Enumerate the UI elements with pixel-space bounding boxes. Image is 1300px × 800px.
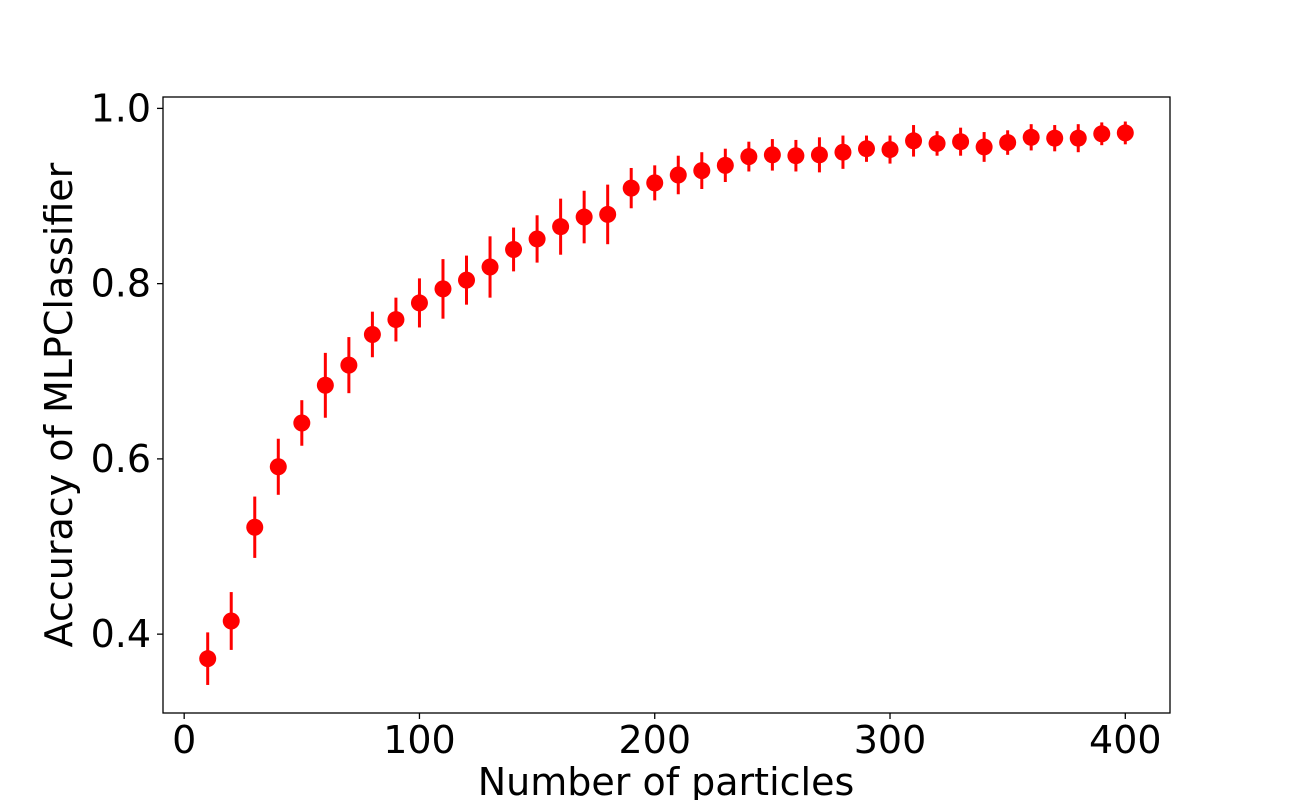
data-point [952, 133, 970, 151]
axes-frame [162, 96, 1171, 714]
data-point [693, 162, 711, 180]
x-tick-label: 200 [618, 718, 691, 762]
x-tick-label: 100 [383, 718, 456, 762]
data-point [787, 147, 805, 165]
data-point [928, 134, 946, 152]
x-tick-label: 300 [854, 718, 927, 762]
data-point [1046, 129, 1064, 147]
data-point [999, 134, 1017, 152]
y-tick-label: 0.8 [91, 262, 151, 306]
data-point [1069, 129, 1087, 147]
data-point [740, 148, 758, 166]
data-point [646, 174, 664, 192]
data-point [1093, 125, 1111, 143]
data-point [410, 294, 428, 312]
data-point [575, 208, 593, 226]
data-point [246, 518, 264, 536]
data-point [505, 240, 523, 258]
data-point [834, 143, 852, 161]
y-tick-label: 0.6 [91, 437, 151, 481]
data-point [905, 132, 923, 150]
data-point [669, 166, 687, 184]
data-point [857, 140, 875, 158]
data-point [881, 141, 899, 159]
y-tick-label: 1.0 [91, 86, 151, 130]
data-point [810, 146, 828, 164]
data-point [340, 356, 358, 374]
data-point [434, 280, 452, 298]
x-axis-title: Number of particles [478, 760, 855, 800]
ticks: 0 100 200 300 400 0.4 0.6 0.8 1.0 [91, 86, 1162, 762]
data-point [199, 650, 217, 668]
y-axis-title: Accuracy of MLPClassifier [37, 162, 81, 647]
data-point [622, 179, 640, 197]
data-point [1116, 124, 1134, 142]
data-point [316, 376, 334, 394]
y-tick-label: 0.4 [91, 612, 151, 656]
data-point [481, 258, 499, 276]
data-point [293, 414, 311, 432]
data-point [1022, 128, 1040, 146]
x-tick-label: 400 [1089, 718, 1162, 762]
plot-area [199, 121, 1134, 685]
data-point [716, 156, 734, 174]
data-point [763, 146, 781, 164]
x-tick-label: 0 [172, 718, 196, 762]
data-point [269, 458, 287, 476]
data-point [458, 271, 476, 289]
data-point [975, 138, 993, 156]
data-point [222, 612, 240, 630]
data-point [528, 230, 546, 248]
data-point [552, 218, 570, 236]
data-point [363, 325, 381, 343]
data-point [599, 205, 617, 223]
data-point [387, 311, 405, 329]
